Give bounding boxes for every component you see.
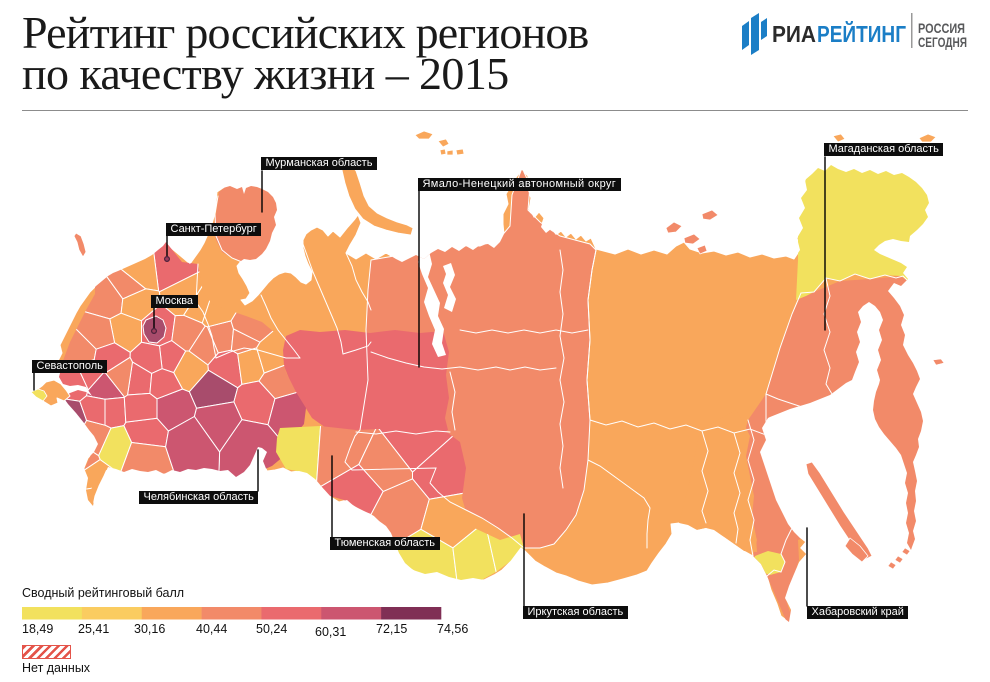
svg-text:РОССИЯ: РОССИЯ [918, 20, 965, 36]
svg-text:РЕЙТИНГ: РЕЙТИНГ [817, 20, 906, 47]
svg-text:СЕГОДНЯ: СЕГОДНЯ [918, 34, 967, 50]
svg-text:РИА: РИА [772, 21, 816, 47]
